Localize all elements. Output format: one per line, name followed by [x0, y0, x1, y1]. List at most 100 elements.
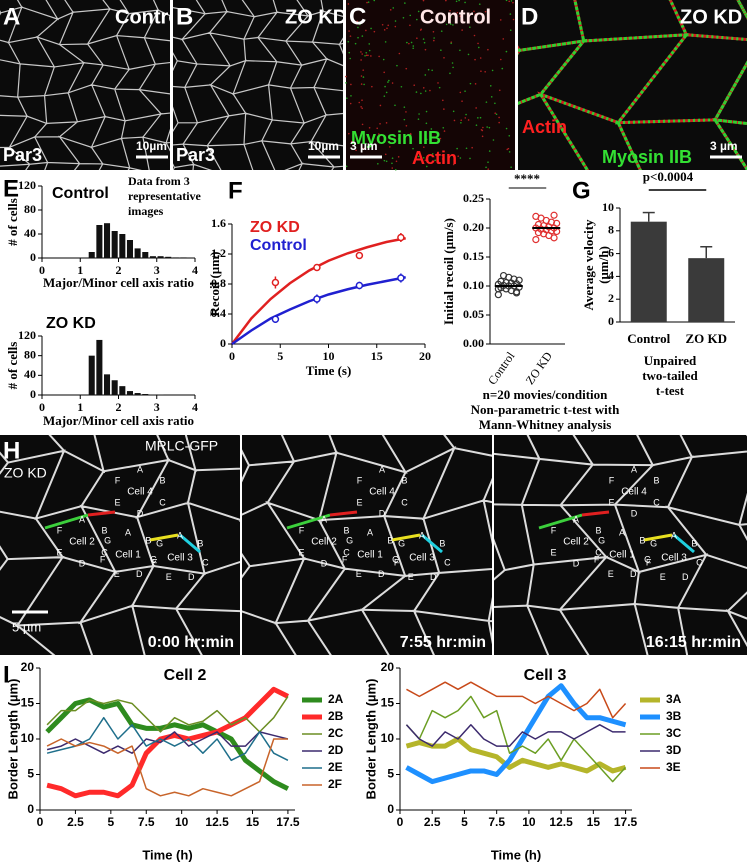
- border-label: D: [430, 572, 437, 582]
- border-label: B: [402, 475, 408, 485]
- chart: 0 5 10 15 20 0 2.5 5 7.5 10 12.5 15 17.5 Time (h) Bord…: [5, 660, 343, 862]
- histogram-bar: [119, 234, 126, 258]
- cell-label: Cell 1: [609, 550, 635, 561]
- x-tick-label: 7.5: [138, 815, 155, 829]
- speckle: [360, 51, 362, 53]
- speckle: [405, 67, 408, 70]
- speckle: [417, 118, 420, 120]
- x-tick-label: 4: [192, 263, 198, 277]
- speckle: [423, 41, 426, 44]
- border-label: D: [631, 508, 638, 518]
- border-label: E: [298, 547, 304, 557]
- speckle: [437, 82, 439, 84]
- border-label: F: [152, 557, 158, 567]
- speckle: [458, 0, 460, 2]
- data-point: [313, 295, 321, 303]
- data-line: [405, 695, 627, 783]
- border-label: G: [104, 536, 111, 546]
- cell-label: Cell 4: [621, 487, 647, 498]
- border-label: F: [594, 554, 600, 564]
- image-label: 3 µm: [710, 139, 738, 153]
- speckle: [467, 119, 470, 121]
- tracked-border: [643, 533, 673, 542]
- cell-borders: [0, 0, 170, 170]
- speckle: [422, 156, 425, 159]
- speckle: [498, 89, 501, 92]
- histogram-bar: [96, 225, 103, 258]
- speckle: [389, 9, 392, 11]
- speckle: [462, 21, 464, 24]
- border-label: F: [299, 525, 305, 535]
- speckle: [439, 137, 442, 140]
- y-tick-label: 5: [387, 767, 394, 781]
- x-tick-label: Control: [485, 349, 518, 388]
- annotation: representative: [128, 189, 202, 203]
- speckle: [490, 96, 493, 98]
- x-tick-label: 2.5: [424, 815, 441, 829]
- histogram-bar: [142, 252, 149, 258]
- border-label: B: [639, 536, 645, 546]
- speckle: [459, 49, 461, 52]
- tracked-border: [421, 533, 443, 554]
- border-label: D: [79, 558, 86, 568]
- cell-label: Cell 2: [69, 537, 95, 548]
- speckle: [355, 149, 357, 152]
- speckle: [452, 110, 455, 113]
- image-label: ZO KD: [680, 6, 742, 28]
- border-label: F: [646, 557, 652, 567]
- speckle: [510, 166, 512, 169]
- speckle: [425, 165, 428, 168]
- speckle: [405, 111, 407, 113]
- speckle: [417, 152, 420, 155]
- border-label: A: [125, 527, 131, 537]
- y-tick-label: 4: [608, 268, 614, 282]
- speckle: [453, 158, 456, 161]
- speckle: [465, 147, 468, 150]
- x-tick-label: 2: [116, 400, 122, 414]
- speckle: [416, 37, 418, 40]
- data-point: [515, 276, 523, 284]
- speckle: [365, 54, 368, 57]
- speckle: [459, 157, 462, 159]
- x-tick-label: 0: [39, 400, 45, 414]
- speckle: [498, 116, 500, 119]
- histogram-bar: [180, 257, 187, 258]
- speckle: [395, 160, 398, 163]
- speckle: [367, 54, 369, 57]
- data-line: [405, 724, 626, 747]
- border-label: E: [356, 497, 362, 507]
- speckle: [487, 48, 489, 51]
- speckle: [471, 146, 473, 149]
- y-tick-label: 0.10: [463, 278, 484, 292]
- speckle: [455, 0, 458, 3]
- speckle: [464, 90, 466, 92]
- y-tick-label: 10: [381, 731, 395, 745]
- speckle: [474, 58, 476, 61]
- x-axis-label: Major/Minor cell axis ratio: [43, 275, 194, 290]
- speckle: [464, 117, 467, 119]
- panel-letter: A: [3, 3, 20, 30]
- speckle: [459, 15, 462, 18]
- border-label: B: [596, 525, 602, 535]
- legend-label: 2F: [328, 777, 342, 791]
- speckle: [412, 45, 415, 47]
- micrograph: [0, 435, 240, 655]
- speckle: [389, 146, 391, 148]
- border-label: G: [346, 536, 353, 546]
- speckle: [438, 86, 441, 89]
- speckle: [354, 42, 357, 45]
- speckle: [361, 53, 363, 55]
- speckle: [352, 133, 355, 135]
- speckle: [420, 92, 422, 95]
- speckle: [349, 57, 351, 60]
- speckle: [347, 40, 350, 43]
- speckle: [425, 110, 428, 113]
- border-label: B: [145, 536, 151, 546]
- speckle: [499, 19, 502, 21]
- speckle: [368, 49, 371, 52]
- histogram-bar: [88, 252, 95, 258]
- border-label: D: [682, 572, 689, 582]
- speckle: [494, 102, 496, 105]
- panel-letter: D: [521, 3, 538, 30]
